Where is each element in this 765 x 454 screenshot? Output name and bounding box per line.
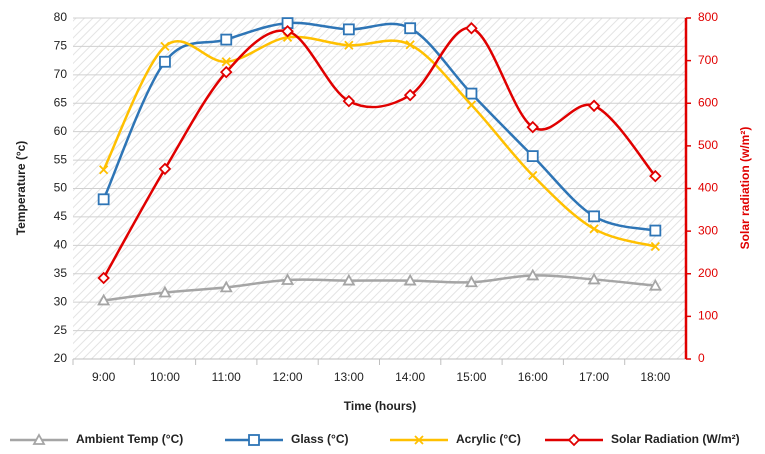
data-point bbox=[587, 99, 601, 113]
y-tick-label: 45 bbox=[54, 209, 68, 223]
y-tick-label: 25 bbox=[54, 323, 68, 337]
data-point bbox=[528, 170, 538, 181]
data-point bbox=[526, 268, 540, 281]
data-point bbox=[97, 293, 111, 306]
y-tick-label: 35 bbox=[54, 266, 68, 280]
data-point bbox=[160, 41, 170, 52]
x-tick-label: 10:00 bbox=[150, 370, 180, 384]
x-tick-label: 13:00 bbox=[334, 370, 364, 384]
x-tick-label: 14:00 bbox=[395, 370, 425, 384]
legend-label: Acrylic (°C) bbox=[456, 432, 521, 446]
data-point bbox=[648, 278, 662, 291]
y2-tick-label: 200 bbox=[698, 266, 718, 280]
y-tick-label: 70 bbox=[54, 67, 68, 81]
x-tick-label: 11:00 bbox=[212, 370, 241, 384]
legend-label: Solar Radiation (W/m²) bbox=[611, 432, 740, 446]
y-tick-label: 30 bbox=[54, 294, 68, 308]
data-point bbox=[464, 275, 478, 288]
data-point bbox=[221, 57, 231, 67]
y2-tick-label: 400 bbox=[698, 181, 718, 195]
series-line bbox=[102, 35, 656, 248]
y-tick-label: 20 bbox=[54, 351, 68, 365]
data-point bbox=[158, 162, 172, 176]
y-tick-label: 55 bbox=[54, 152, 68, 166]
data-point bbox=[587, 272, 601, 285]
y-tick-label: 80 bbox=[54, 10, 68, 24]
data-point bbox=[97, 271, 110, 285]
y-tick-label: 65 bbox=[54, 95, 68, 109]
data-point bbox=[465, 87, 478, 100]
y2-tick-label: 500 bbox=[698, 138, 718, 152]
y2-tick-label: 800 bbox=[698, 10, 718, 24]
y2-tick-label: 700 bbox=[698, 53, 718, 67]
data-point bbox=[219, 65, 233, 79]
y2-axis-title: Solar radiation (w/m²) bbox=[738, 127, 752, 250]
x-tick-label: 17:00 bbox=[579, 370, 609, 384]
y-tick-label: 60 bbox=[54, 124, 68, 138]
x-tick-label: 16:00 bbox=[518, 370, 548, 384]
data-point bbox=[526, 150, 539, 163]
y-tick-label: 75 bbox=[54, 39, 68, 53]
data-point bbox=[342, 273, 356, 286]
data-point bbox=[404, 22, 417, 35]
data-point bbox=[649, 169, 662, 183]
data-point bbox=[342, 23, 355, 36]
x-axis-title: Time (hours) bbox=[344, 399, 416, 413]
data-point bbox=[403, 88, 417, 102]
x-tick-label: 12:00 bbox=[273, 370, 303, 384]
x-tick-label: 15:00 bbox=[456, 370, 486, 384]
data-point bbox=[649, 224, 662, 237]
y2-tick-label: 600 bbox=[698, 95, 718, 109]
series-line bbox=[102, 26, 657, 279]
y-axis-title: Temperature (°c) bbox=[14, 141, 28, 236]
data-point bbox=[403, 273, 417, 286]
data-point bbox=[650, 241, 660, 252]
series-line bbox=[102, 21, 656, 232]
legend-marker bbox=[414, 435, 424, 445]
legend-label: Glass (°C) bbox=[291, 432, 348, 446]
data-point bbox=[219, 280, 233, 293]
y-tick-label: 40 bbox=[54, 238, 68, 252]
y2-tick-label: 300 bbox=[698, 223, 718, 237]
x-tick-label: 9:00 bbox=[92, 370, 116, 384]
y2-tick-label: 100 bbox=[698, 309, 718, 323]
data-point bbox=[342, 94, 356, 108]
legend-label: Ambient Temp (°C) bbox=[76, 432, 183, 446]
y2-tick-label: 0 bbox=[698, 351, 705, 365]
data-point bbox=[220, 33, 233, 46]
data-point bbox=[526, 120, 540, 134]
y-tick-label: 50 bbox=[54, 181, 68, 195]
legend-marker bbox=[32, 433, 46, 445]
data-point bbox=[158, 285, 172, 298]
data-point bbox=[344, 40, 354, 50]
legend-marker bbox=[248, 434, 260, 446]
data-point bbox=[589, 224, 599, 234]
data-point bbox=[281, 273, 295, 285]
x-tick-label: 18:00 bbox=[640, 370, 670, 384]
data-point bbox=[405, 40, 415, 50]
data-point bbox=[281, 24, 294, 38]
data-point bbox=[588, 210, 600, 223]
data-point bbox=[466, 100, 477, 110]
data-point bbox=[97, 193, 110, 206]
series-line bbox=[103, 274, 656, 302]
data-point bbox=[99, 165, 109, 175]
legend-marker bbox=[567, 433, 581, 447]
data-point bbox=[159, 55, 171, 68]
data-point bbox=[465, 21, 478, 35]
